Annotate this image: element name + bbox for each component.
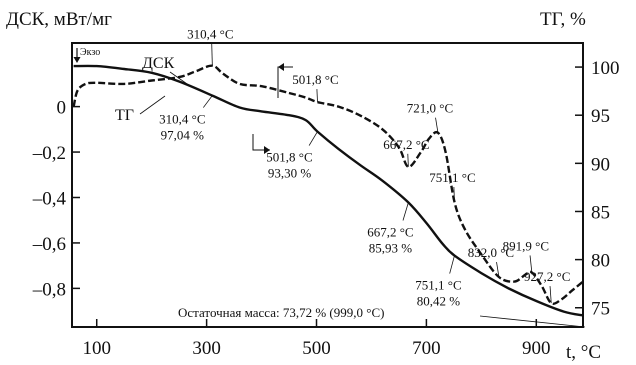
exo-arrow-head (73, 57, 81, 63)
annotation-leader (308, 131, 318, 146)
y-left-tick-label: –0,8 (32, 279, 66, 300)
annotation-leader (453, 187, 455, 203)
annotation-label: 751,1 °C (415, 278, 461, 293)
series-layer (72, 64, 584, 317)
tg-axis-arrow-line (252, 134, 270, 151)
exo-label: Экзо (80, 47, 100, 58)
annotation-leader (529, 255, 533, 273)
annotation-label: 310,4 °C (187, 27, 233, 42)
dsc-axis-arrow-head (278, 63, 284, 71)
annotation-label: 667,2 °C (383, 137, 429, 152)
tg-curve (73, 64, 584, 317)
annotation-label-value: 80,42 % (417, 294, 461, 309)
annotation-leader (402, 202, 409, 221)
x-tick-label: 500 (302, 338, 331, 359)
annotation-label: 501,8 °C (292, 72, 338, 87)
x-axis-label: t, °C (566, 342, 601, 363)
annotation-label-value: 85,93 % (369, 241, 413, 256)
annotation-leader (435, 117, 439, 133)
annotation-leader (407, 153, 409, 167)
y-left-tick-label: –0,2 (32, 143, 66, 164)
annotation-label: 751,1 °C (429, 170, 475, 185)
y-right-tick-label: 75 (591, 299, 610, 320)
annotation-label: 891,9 °C (503, 238, 549, 253)
y-left-tick-label: –0,4 (32, 188, 67, 209)
y-right-tick-label: 90 (591, 154, 610, 175)
annotation-leader (203, 95, 213, 108)
y-right-tick-label: 80 (591, 251, 610, 272)
x-tick-label: 700 (412, 338, 441, 359)
axes-layer: 100 300 500 700 900 0 –0,2 –0,4 –0,6 –0,8 100 95 90 8… (32, 42, 620, 359)
annotations-layer: 310,4 °C 501,8 °C 667,2 °C 721,0 °C 751,1 °C… (115, 27, 586, 328)
annotation-leader (449, 255, 455, 274)
annotation-label-value: 93,30 % (268, 166, 312, 181)
y-left-tick-label: –0,6 (32, 234, 66, 255)
y-left-tick-label: 0 (57, 98, 67, 119)
annotation-leader (316, 89, 318, 103)
tg-curve-label: ТГ (115, 107, 134, 124)
dsc-curve (72, 64, 584, 306)
y-right-tick-label: 100 (591, 58, 620, 79)
x-tick-label: 300 (192, 338, 221, 359)
annotation-label: 832,0 °C (468, 245, 514, 260)
y-right-tick-label: 85 (591, 202, 610, 223)
dsc-label-leader (169, 71, 191, 87)
annotation-label: 501,8 °C (266, 150, 312, 165)
annotation-label: 721,0 °C (407, 101, 453, 116)
tg-label-leader (139, 95, 166, 115)
annotation-label: 927,2 °C (524, 269, 570, 284)
right-axis-title: ТГ, % (540, 9, 586, 30)
annotation-leader (211, 43, 213, 66)
y-right-tick-label: 95 (591, 106, 610, 127)
x-tick-label: 900 (522, 338, 551, 359)
annotation-label: 667,2 °C (367, 225, 413, 240)
annotation-label: 310,4 °C (159, 112, 205, 127)
x-tick-label: 100 (82, 338, 111, 359)
residual-mass-label: Остаточная масса: 73,72 % (999,0 °C) (178, 305, 384, 320)
tg-axis-arrow-head (264, 146, 270, 154)
annotation-leader (496, 261, 500, 278)
plot-frame (71, 42, 584, 328)
left-axis-title: ДСК, мВт/мг (6, 9, 112, 30)
annotation-leader (549, 286, 552, 304)
dsc-curve-label: ДСК (142, 55, 175, 72)
residual-mass-leader (479, 315, 586, 328)
annotation-label-value: 97,04 % (161, 128, 205, 143)
